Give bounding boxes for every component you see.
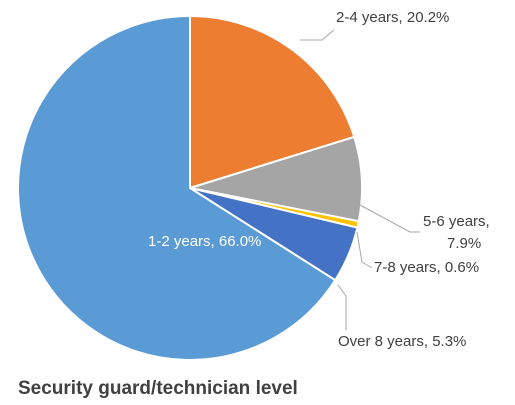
leader-line [359,204,420,233]
data-label: 7-8 years, 0.6% [374,259,479,276]
data-label: Over 8 years, 5.3% [338,333,466,350]
leader-line [300,29,335,41]
data-label: 1-2 years, 66.0% [148,233,261,250]
pie-slice [189,14,356,190]
chart-title: Security guard/technician level [18,378,298,399]
data-label: 5-6 years, [423,213,490,230]
leader-line [356,231,373,269]
data-label: 7.9% [447,235,481,252]
leader-line [337,284,347,330]
pie-slice [16,14,337,361]
data-label: 2-4 years, 20.2% [336,9,449,26]
